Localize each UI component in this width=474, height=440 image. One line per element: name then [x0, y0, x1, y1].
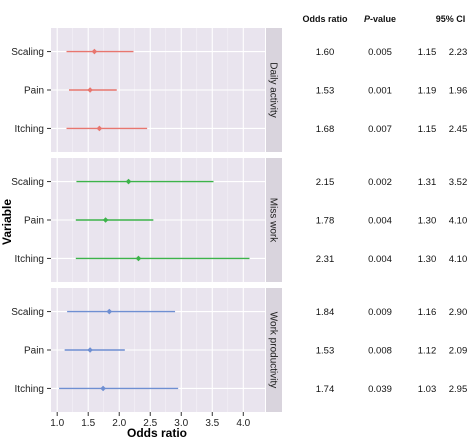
- point-estimate-work-productivity-pain: [87, 347, 93, 353]
- ci-lower: 1.30: [418, 254, 437, 265]
- x-tick-label: 2.0: [112, 418, 126, 429]
- ci-upper: 2.09: [449, 346, 468, 357]
- facet-strip-label: Work productivity: [268, 312, 279, 389]
- ci-upper: 3.52: [449, 177, 468, 188]
- point-estimate-work-productivity-scaling: [106, 308, 113, 315]
- ci-upper: 1.96: [449, 86, 468, 97]
- p-value: 0.001: [368, 86, 392, 97]
- y-tick-label-pain: Pain: [24, 216, 44, 227]
- p-value: 0.004: [368, 254, 392, 265]
- or-value: 2.15: [316, 177, 335, 188]
- p-value: 0.002: [368, 177, 392, 188]
- ci-upper: 2.90: [449, 307, 468, 318]
- x-tick-label: 1.5: [81, 418, 95, 429]
- ci-lower: 1.30: [418, 216, 437, 227]
- p-value: 0.039: [368, 384, 392, 395]
- or-value: 1.74: [316, 384, 335, 395]
- point-estimate-miss-work-scaling: [125, 178, 132, 185]
- panel-miss-work: Miss work Scaling Pain Itching: [11, 158, 282, 282]
- table-row: 1.84 0.009 1.16 2.90: [316, 307, 468, 318]
- x-tick-label: 3.5: [205, 418, 219, 429]
- table-row: 2.31 0.004 1.30 4.10: [316, 254, 468, 265]
- table-row: 1.60 0.005 1.15 2.23: [316, 47, 468, 58]
- table-row: 2.15 0.002 1.31 3.52: [316, 177, 468, 188]
- panel-work-productivity: Work productivity Scaling Pain Itching: [11, 288, 282, 412]
- facet-strip-label: Daily activity: [268, 62, 279, 118]
- ci-lower: 1.15: [418, 47, 437, 58]
- header-p-value: P-value: [364, 14, 396, 24]
- facet-strip: [266, 158, 282, 282]
- or-value: 1.53: [316, 86, 335, 97]
- ci-lower: 1.31: [418, 177, 437, 188]
- p-value: 0.007: [368, 124, 392, 135]
- ci-lower: 1.15: [418, 124, 437, 135]
- ci-upper: 4.10: [449, 254, 468, 265]
- panel-daily-activity: Daily activity Scaling Pain Itching: [11, 28, 282, 152]
- y-tick-label-itching: Itching: [15, 254, 44, 265]
- facet-strip: [266, 28, 282, 152]
- header-95-ci: 95% CI: [436, 14, 466, 24]
- p-value: 0.008: [368, 346, 392, 357]
- ci-upper: 2.45: [449, 124, 468, 135]
- x-axis: 1.0 1.5 2.0 2.5 3.0 3.5 4.0: [50, 412, 251, 429]
- y-tick-label-scaling: Scaling: [11, 177, 44, 188]
- point-estimate-daily-activity-scaling: [91, 48, 98, 55]
- ci-lower: 1.19: [418, 86, 437, 97]
- x-axis-title: Odds ratio: [127, 426, 187, 440]
- results-table: 1.60 0.005 1.15 2.23 1.53 0.001 1.19 1.96 1.68 0.…: [302, 14, 467, 395]
- header-p-suffix: -value: [370, 14, 396, 24]
- facet-strip: [266, 288, 282, 412]
- y-axis-title: Variable: [0, 199, 14, 245]
- point-estimate-miss-work-pain: [102, 217, 109, 223]
- p-value: 0.004: [368, 216, 392, 227]
- table-row: 1.68 0.007 1.15 2.45: [316, 124, 468, 135]
- y-tick-label-scaling: Scaling: [11, 47, 44, 58]
- x-tick-label: 4.0: [236, 418, 250, 429]
- header-odds-ratio: Odds ratio: [302, 14, 348, 24]
- ci-upper: 2.23: [449, 47, 468, 58]
- x-tick-label: 1.0: [50, 418, 64, 429]
- or-value: 1.78: [316, 216, 335, 227]
- or-value: 1.68: [316, 124, 335, 135]
- ci-lower: 1.16: [418, 307, 437, 318]
- or-value: 2.31: [316, 254, 335, 265]
- ci-lower: 1.03: [418, 384, 437, 395]
- ci-lower: 1.12: [418, 346, 437, 357]
- p-value: 0.009: [368, 307, 392, 318]
- table-row: 1.53 0.008 1.12 2.09: [316, 346, 468, 357]
- y-tick-label-scaling: Scaling: [11, 307, 44, 318]
- y-tick-label-pain: Pain: [24, 346, 44, 357]
- ci-upper: 2.95: [449, 384, 468, 395]
- point-estimate-miss-work-itching: [135, 255, 142, 262]
- header-p-letter: P: [364, 14, 371, 24]
- ci-upper: 4.10: [449, 216, 468, 227]
- y-tick-label-pain: Pain: [24, 86, 44, 97]
- table-row: 1.78 0.004 1.30 4.10: [316, 216, 468, 227]
- facet-strip-label: Miss work: [268, 198, 279, 243]
- point-estimate-daily-activity-itching: [96, 125, 103, 132]
- or-value: 1.84: [316, 307, 335, 318]
- point-estimate-daily-activity-pain: [87, 87, 93, 93]
- y-tick-label-itching: Itching: [15, 124, 44, 135]
- x-tick-label: 3.0: [174, 418, 188, 429]
- table-row: 1.74 0.039 1.03 2.95: [316, 384, 468, 395]
- x-tick-label: 2.5: [143, 418, 157, 429]
- table-row: 1.53 0.001 1.19 1.96: [316, 86, 468, 97]
- or-value: 1.53: [316, 346, 335, 357]
- p-value: 0.005: [368, 47, 392, 58]
- y-tick-label-itching: Itching: [15, 384, 44, 395]
- point-estimate-work-productivity-itching: [100, 385, 106, 392]
- or-value: 1.60: [316, 47, 335, 58]
